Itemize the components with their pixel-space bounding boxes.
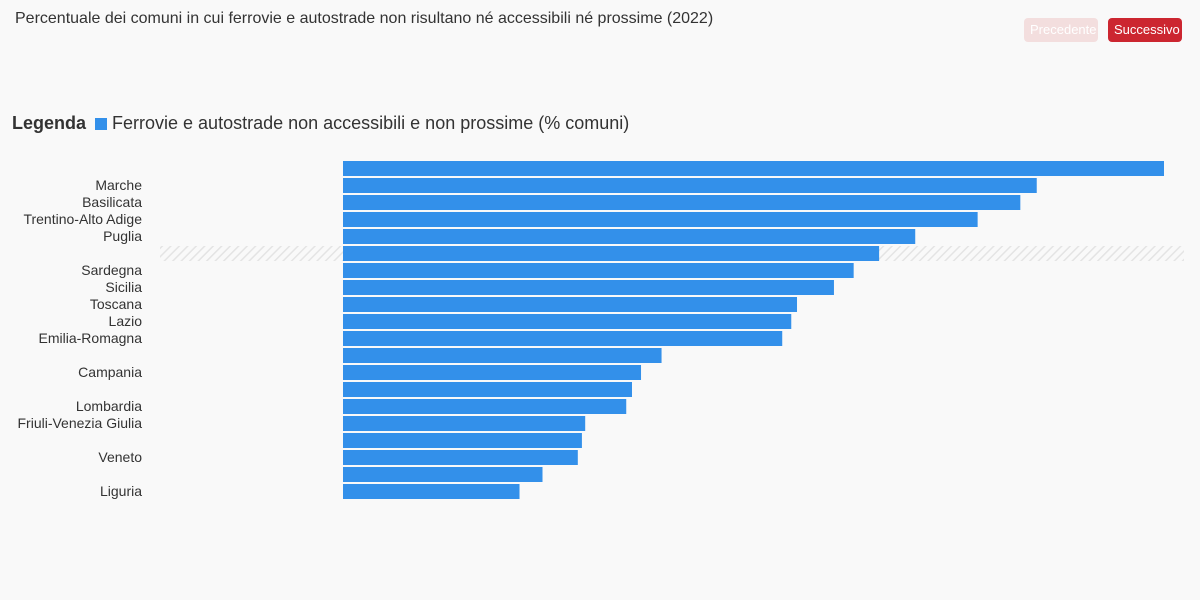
category-label: Friuli-Venezia Giulia bbox=[18, 415, 143, 431]
bar[interactable] bbox=[343, 365, 642, 380]
bar[interactable] bbox=[343, 280, 834, 295]
bar[interactable] bbox=[343, 484, 520, 499]
category-label: Lazio bbox=[109, 313, 143, 329]
bar[interactable] bbox=[343, 467, 543, 482]
bar[interactable] bbox=[343, 399, 627, 414]
bar[interactable] bbox=[343, 195, 1021, 210]
category-label: Sardegna bbox=[81, 262, 142, 278]
legend-swatch bbox=[95, 117, 108, 130]
category-label: Marche bbox=[95, 177, 142, 193]
legend-title: Legenda bbox=[12, 113, 87, 133]
bar[interactable] bbox=[343, 161, 1164, 176]
bar[interactable] bbox=[343, 297, 798, 312]
bar[interactable] bbox=[343, 178, 1037, 193]
category-label: Trentino-Alto Adige bbox=[23, 211, 142, 227]
bar[interactable] bbox=[343, 348, 662, 363]
previous-button[interactable]: Precedente bbox=[1024, 18, 1098, 42]
category-label: Sicilia bbox=[105, 279, 142, 295]
bar[interactable] bbox=[343, 433, 582, 448]
next-button[interactable]: Successivo bbox=[1108, 18, 1182, 42]
bar[interactable] bbox=[343, 229, 916, 244]
bar[interactable] bbox=[343, 246, 880, 261]
bar[interactable] bbox=[343, 416, 586, 431]
category-label: Campania bbox=[78, 364, 142, 380]
legend-entry: Ferrovie e autostrade non accessibili e … bbox=[112, 113, 630, 133]
category-label: Basilicata bbox=[82, 194, 142, 210]
category-label: Lombardia bbox=[76, 398, 142, 414]
bar[interactable] bbox=[343, 263, 854, 278]
bar[interactable] bbox=[343, 450, 578, 465]
bar[interactable] bbox=[343, 314, 792, 329]
category-label: Liguria bbox=[100, 483, 142, 499]
bar[interactable] bbox=[343, 331, 783, 346]
category-label: Puglia bbox=[103, 228, 142, 244]
category-label: Toscana bbox=[90, 296, 142, 312]
bar[interactable] bbox=[343, 212, 978, 227]
category-label: Emilia-Romagna bbox=[39, 330, 143, 346]
chart-title: Percentuale dei comuni in cui ferrovie e… bbox=[15, 10, 714, 27]
legend: Legenda Ferrovie e autostrade non access… bbox=[12, 113, 629, 134]
bar[interactable] bbox=[343, 382, 632, 397]
category-label: Veneto bbox=[98, 449, 142, 465]
